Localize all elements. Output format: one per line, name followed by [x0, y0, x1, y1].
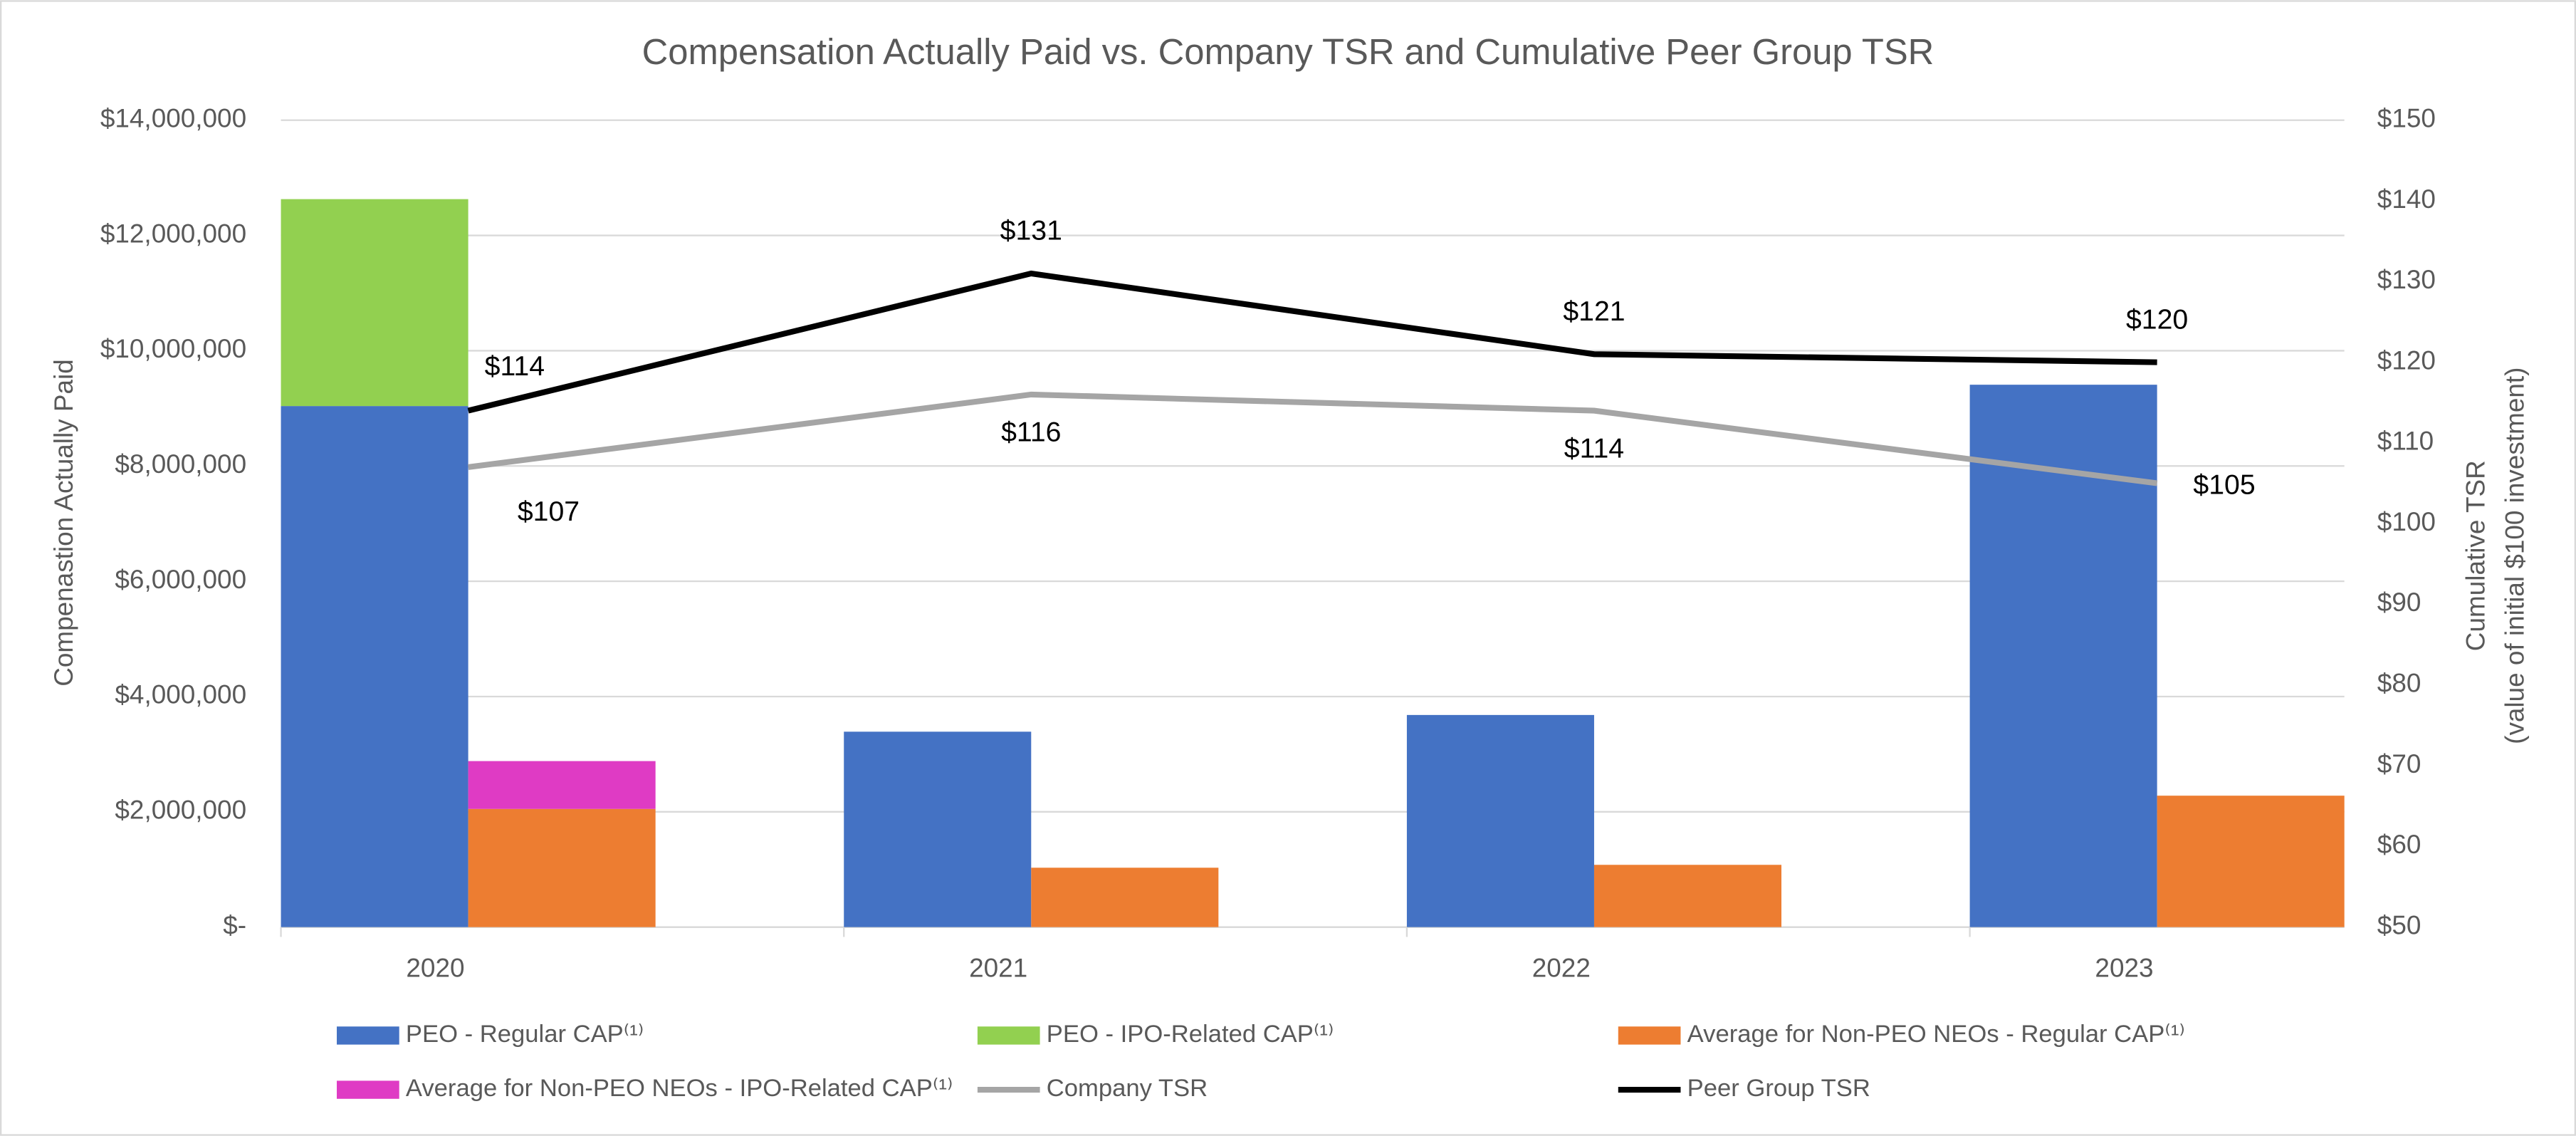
y-tick-label: $10,000,000 — [100, 334, 246, 363]
x-tick-label: 2022 — [1532, 953, 1591, 982]
y2-tick-label: $110 — [2377, 427, 2434, 456]
bar — [1593, 865, 1782, 927]
data-label: $131 — [1000, 215, 1062, 246]
y-tick-label: $4,000,000 — [115, 680, 246, 709]
legend-label: Average for Non-PEO NEOs - Regular CAP⁽¹… — [1687, 1021, 2185, 1048]
bar — [1406, 714, 1594, 927]
y2-tick-label: $100 — [2377, 507, 2436, 536]
bar — [468, 761, 656, 809]
y-tick-label: $8,000,000 — [115, 449, 246, 479]
legend-label: PEO - Regular CAP⁽¹⁾ — [406, 1021, 644, 1048]
legend-swatch — [337, 1080, 399, 1099]
x-tick-label: 2020 — [406, 953, 464, 982]
bar — [281, 406, 468, 927]
data-label: $114 — [485, 350, 545, 382]
legend-label: PEO - IPO-Related CAP⁽¹⁾ — [1047, 1021, 1334, 1048]
data-label: $107 — [518, 496, 580, 527]
x-tick-label: 2023 — [2095, 953, 2153, 982]
legend-label: Average for Non-PEO NEOs - IPO-Related C… — [406, 1075, 953, 1102]
legend-swatch — [977, 1026, 1040, 1045]
data-label: $116 — [1001, 417, 1061, 448]
bar — [844, 731, 1032, 927]
bar — [281, 199, 468, 407]
line-series — [468, 391, 2158, 486]
legend-swatch — [337, 1026, 399, 1045]
chart-title: Compensation Actually Paid vs. Company T… — [642, 31, 1934, 72]
data-label: $105 — [2193, 469, 2255, 501]
legend-swatch — [1618, 1026, 1681, 1045]
legend-label: Company TSR — [1047, 1075, 1208, 1102]
bar — [468, 808, 656, 927]
legend-label: Peer Group TSR — [1687, 1075, 1870, 1102]
y2-tick-label: $130 — [2377, 265, 2436, 294]
y2-axis-label: Cumulative TSR — [2461, 460, 2490, 651]
data-label: $114 — [1564, 432, 1624, 464]
y2-tick-label: $70 — [2377, 749, 2421, 778]
y-tick-label: $14,000,000 — [100, 103, 246, 132]
y-axis-label: Compenastion Actually Paid — [49, 359, 78, 687]
data-label: $120 — [2126, 303, 2188, 335]
y2-tick-label: $50 — [2377, 910, 2421, 939]
data-label: $121 — [1563, 296, 1625, 327]
y-tick-label: $12,000,000 — [100, 219, 246, 248]
y-tick-label: $6,000,000 — [115, 565, 246, 594]
y2-tick-label: $60 — [2377, 830, 2421, 859]
y2-axis-label: (value of initial $100 investment) — [2501, 368, 2530, 744]
y-tick-label: $- — [223, 910, 246, 939]
bar — [1031, 867, 1219, 927]
y-tick-label: $2,000,000 — [115, 796, 246, 825]
y2-tick-label: $140 — [2377, 184, 2436, 214]
bar — [2157, 796, 2345, 927]
y2-tick-label: $120 — [2377, 345, 2436, 375]
line-series — [467, 270, 2157, 414]
y2-tick-label: $90 — [2377, 588, 2421, 617]
x-tick-label: 2021 — [969, 953, 1027, 982]
y2-tick-label: $80 — [2377, 669, 2421, 698]
y2-tick-label: $150 — [2377, 103, 2436, 132]
bar — [1969, 385, 2157, 927]
